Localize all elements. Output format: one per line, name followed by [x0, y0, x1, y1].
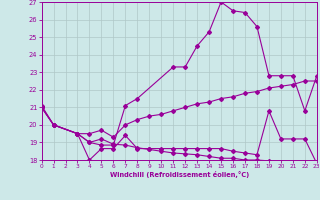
X-axis label: Windchill (Refroidissement éolien,°C): Windchill (Refroidissement éolien,°C) [109, 171, 249, 178]
